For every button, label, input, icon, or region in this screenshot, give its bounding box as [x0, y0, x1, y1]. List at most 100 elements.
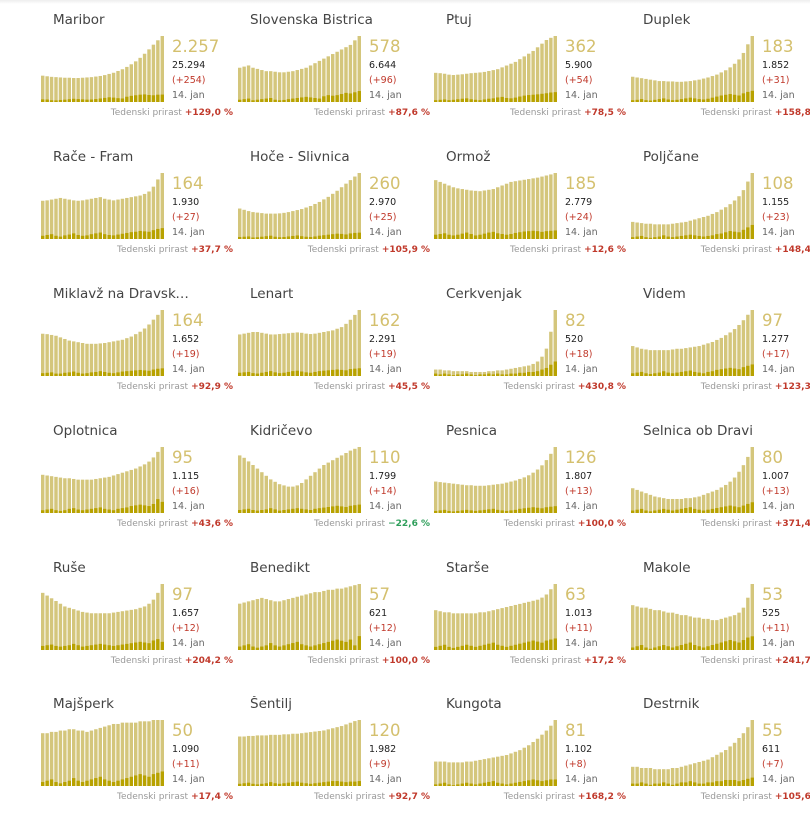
bar — [451, 483, 456, 513]
bar-new-cases — [491, 231, 495, 239]
municipality-card[interactable]: Ruše 97 1.657 (+12) 14. jan Tedenski prirast +… — [41, 550, 237, 680]
case-bar-chart — [631, 720, 754, 786]
municipality-card[interactable]: Ptuj 362 5.900 (+54) 14. jan Tedenski prirast… — [434, 2, 630, 132]
bar — [648, 79, 653, 102]
bar-new-cases — [255, 99, 260, 102]
bar-new-cases — [675, 646, 679, 650]
bar — [72, 341, 76, 376]
bar — [72, 478, 76, 513]
bar-new-cases — [544, 640, 549, 650]
municipality-card[interactable]: Ormož 185 2.779 (+24) 14. jan Tedenski priras… — [434, 139, 630, 269]
delta-value: (+17) — [762, 349, 790, 360]
municipality-card[interactable]: Cerkvenjak 82 520 (+18) 14. jan Tedenski prir… — [434, 276, 630, 406]
date-label: 14. jan — [369, 90, 402, 101]
bar-new-cases — [442, 233, 447, 239]
bar-new-cases — [260, 646, 264, 650]
municipality-card[interactable]: Makole 53 525 (+11) 14. jan Tedenski prirast +… — [631, 550, 810, 680]
weekly-growth-value: +158,8 % — [774, 108, 810, 118]
municipality-card[interactable]: Videm 97 1.277 (+17) 14. jan Tedenski prirast… — [631, 276, 810, 406]
bar — [295, 485, 299, 513]
municipality-card[interactable]: Lenart 162 2.291 (+19) 14. jan Tedenski prira… — [238, 276, 434, 406]
municipality-card[interactable]: Destrnik 55 611 (+7) 14. jan Tedenski prirast… — [631, 686, 810, 816]
main-value: 108 — [762, 174, 794, 193]
bar-new-cases — [339, 94, 344, 102]
municipality-card[interactable]: Kungota 81 1.102 (+8) 14. jan Tedenski priras… — [434, 686, 630, 816]
bar-new-cases — [255, 373, 260, 376]
weekly-growth-label: Tedenski prirast — [503, 519, 575, 529]
municipality-card[interactable]: Šentilj 120 1.982 (+9) 14. jan Tedenski prira… — [238, 686, 434, 816]
bar — [313, 203, 317, 239]
bar-new-cases — [147, 643, 151, 650]
bar-new-cases — [478, 234, 482, 239]
bar-new-cases — [750, 636, 754, 650]
bar — [304, 333, 308, 376]
bar — [684, 81, 688, 102]
bar — [684, 765, 688, 786]
bar — [313, 731, 317, 786]
weekly-growth: Tedenski prirast+148,4 % — [701, 246, 810, 255]
bar — [273, 734, 277, 786]
bar — [313, 333, 317, 376]
municipality-card[interactable]: Slovenska Bistrica 578 6.644 (+96) 14. jan Te… — [238, 2, 434, 132]
bar-new-cases — [295, 641, 299, 650]
bar-new-cases — [72, 778, 76, 786]
bar-new-cases — [688, 234, 692, 239]
bar-new-cases — [251, 237, 255, 239]
bar — [260, 597, 264, 650]
bar — [331, 330, 335, 376]
bar-new-cases — [644, 647, 648, 650]
municipality-card[interactable]: Miklavž na Dravske... 164 1.652 (+19) 14. ja… — [41, 276, 237, 406]
bar — [715, 212, 719, 239]
municipality-card[interactable]: Poljčane 108 1.155 (+23) 14. jan Tedenski pri… — [631, 139, 810, 269]
total-value: 1.007 — [762, 471, 790, 482]
bar — [701, 217, 706, 239]
municipality-card[interactable]: Rače - Fram 164 1.930 (+27) 14. jan Tedenski … — [41, 139, 237, 269]
bar-new-cases — [447, 374, 451, 376]
municipality-card[interactable]: Hoče - Slivnica 260 2.970 (+25) 14. jan Teden… — [238, 139, 434, 269]
bar — [98, 613, 102, 650]
bar-new-cases — [134, 505, 138, 513]
main-value: 81 — [565, 721, 586, 740]
bar-new-cases — [313, 371, 317, 376]
bar — [142, 328, 147, 376]
bar — [94, 478, 98, 513]
bar-new-cases — [111, 782, 116, 786]
bar — [697, 617, 701, 650]
municipality-card[interactable]: Maribor 2.257 25.294 (+254) 14. jan Tedenski … — [41, 2, 237, 132]
weekly-growth-label: Tedenski prirast — [307, 656, 379, 666]
bar — [728, 746, 732, 786]
weekly-growth-value: +371,4 % — [774, 519, 810, 529]
bar — [322, 199, 326, 239]
bar-new-cases — [657, 783, 661, 786]
bar-new-cases — [679, 645, 684, 650]
bar — [246, 332, 251, 376]
bar — [331, 193, 335, 239]
municipality-card[interactable]: Starše 63 1.013 (+11) 14. jan Tedenski priras… — [434, 550, 630, 680]
bar — [491, 189, 495, 239]
municipality-card[interactable]: Majšperk 50 1.090 (+11) 14. jan Tedenski prir… — [41, 686, 237, 816]
bar-new-cases — [456, 784, 460, 786]
bar — [644, 493, 648, 513]
bar-new-cases — [447, 234, 451, 239]
municipality-card[interactable]: Oplotnica 95 1.115 (+16) 14. jan Tedenski pri… — [41, 413, 237, 543]
bar-new-cases — [322, 96, 326, 102]
municipality-card[interactable]: Pesnica 126 1.807 (+13) 14. jan Tedenski prir… — [434, 413, 630, 543]
bar-new-cases — [527, 95, 531, 102]
bar-new-cases — [45, 509, 49, 513]
weekly-growth-label: Tedenski prirast — [314, 382, 386, 392]
municipality-card[interactable]: Selnica ob Dravi 80 1.007 (+13) 14. jan Teden… — [631, 413, 810, 543]
municipality-card[interactable]: Kidričevo 110 1.799 (+14) 14. jan Tedenski pr… — [238, 413, 434, 543]
municipality-card[interactable]: Duplek 183 1.852 (+31) 14. jan Tedenski prira… — [631, 2, 810, 132]
bar-new-cases — [719, 369, 723, 376]
bar — [639, 348, 644, 376]
bar — [544, 460, 549, 513]
bar — [540, 356, 544, 376]
bar-new-cases — [331, 781, 335, 786]
bar-new-cases — [264, 509, 268, 513]
bar-new-cases — [732, 368, 737, 376]
bar-new-cases — [442, 373, 447, 376]
bar-new-cases — [737, 507, 741, 513]
municipality-card[interactable]: Benedikt 57 621 (+12) 14. jan Tedenski priras… — [238, 550, 434, 680]
bar — [353, 721, 357, 786]
weekly-growth: Tedenski prirast +12,6 % — [510, 246, 626, 255]
